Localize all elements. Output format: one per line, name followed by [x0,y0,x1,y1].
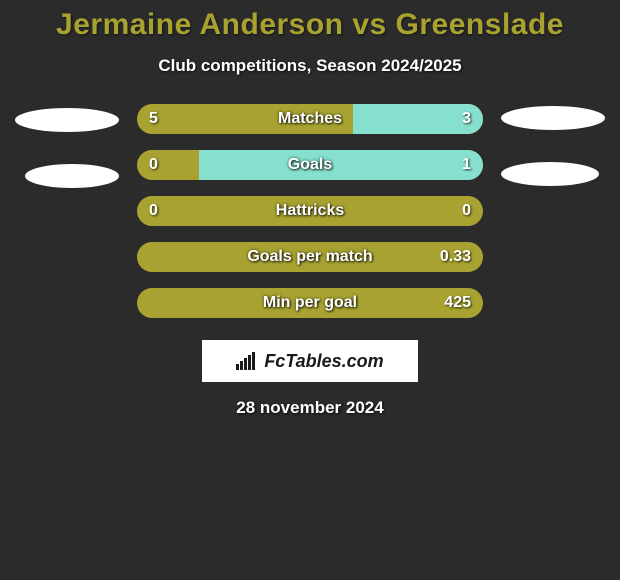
stat-label: Hattricks [276,202,344,220]
stat-label: Min per goal [263,294,357,312]
root: Jermaine Anderson vs Greenslade Club com… [0,0,620,418]
stat-bar: 5 Matches 3 [137,104,483,134]
player2-avatar-column [501,104,605,186]
page-subtitle: Club competitions, Season 2024/2025 [0,56,620,76]
stats-area: 5 Matches 3 0 Goals 1 0 Hattricks 0 Goals per mat… [0,104,620,318]
player1-avatar-column [15,104,119,188]
stat-right-value: 0 [462,202,471,220]
stat-label: Goals [288,156,332,174]
stat-left-value: 5 [149,110,158,128]
stat-left-value: 0 [149,156,158,174]
stat-right-value: 1 [462,156,471,174]
stat-right-value: 0.33 [440,248,471,266]
stat-bar: 0 Goals 1 [137,150,483,180]
player1-avatar-placeholder-2 [25,164,119,188]
site-logo[interactable]: FcTables.com [202,340,418,382]
player2-avatar-placeholder-2 [501,162,599,186]
player2-avatar-placeholder [501,106,605,130]
stat-bar: Min per goal 425 [137,288,483,318]
stat-label: Goals per match [247,248,372,266]
date-label: 28 november 2024 [0,398,620,418]
stat-right-value: 425 [444,294,471,312]
page-title: Jermaine Anderson vs Greenslade [0,8,620,42]
stat-left-value: 0 [149,202,158,220]
player1-avatar-placeholder [15,108,119,132]
stat-bars: 5 Matches 3 0 Goals 1 0 Hattricks 0 Goals per mat… [137,104,483,318]
bar-chart-icon [236,352,258,370]
stat-right-value: 3 [462,110,471,128]
bar-right-fill [199,150,483,180]
stat-label: Matches [278,110,342,128]
logo-text: FcTables.com [264,351,383,372]
stat-bar: 0 Hattricks 0 [137,196,483,226]
stat-bar: Goals per match 0.33 [137,242,483,272]
